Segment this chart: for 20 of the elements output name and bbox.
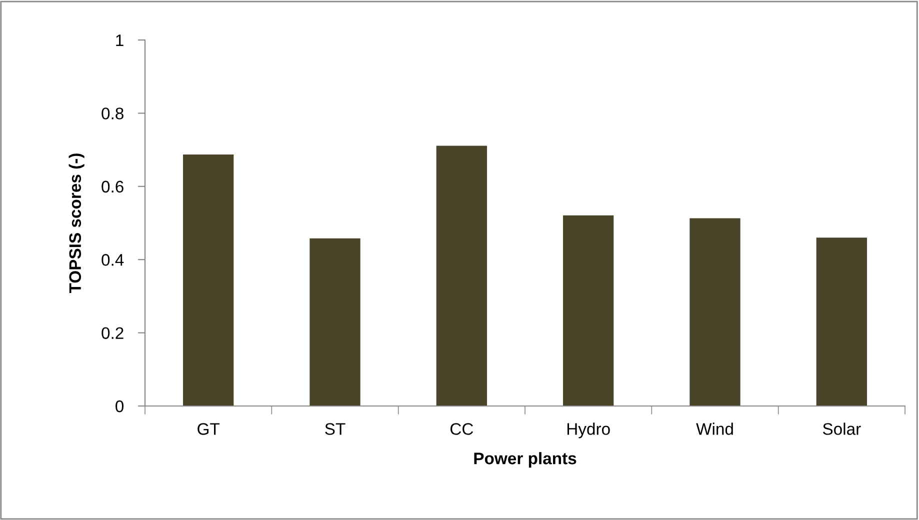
x-tick-label: Hydro: [567, 422, 610, 438]
x-axis-title: Power plants: [474, 452, 576, 468]
bar: [816, 238, 867, 406]
x-tick-label: Solar: [822, 422, 861, 435]
y-tick-label: 0: [116, 400, 124, 412]
y-tick-label: 0.8: [102, 108, 124, 120]
bar: [436, 146, 487, 406]
y-tick-label: 1: [116, 34, 124, 46]
x-tick-label: GT: [198, 423, 220, 435]
y-tick-label: 0.6: [102, 180, 124, 193]
bar: [310, 238, 360, 406]
bar: [690, 218, 740, 406]
x-tick-label: Wind: [696, 422, 733, 435]
y-axis-title: TOPSIS scores (-): [68, 154, 84, 294]
x-tick-label: ST: [325, 423, 346, 435]
x-tick-label: CC: [450, 423, 474, 435]
y-tick-label: 0.4: [102, 254, 124, 266]
bar: [563, 215, 614, 406]
bar: [183, 154, 234, 406]
y-tick-label: 0.2: [102, 327, 124, 340]
